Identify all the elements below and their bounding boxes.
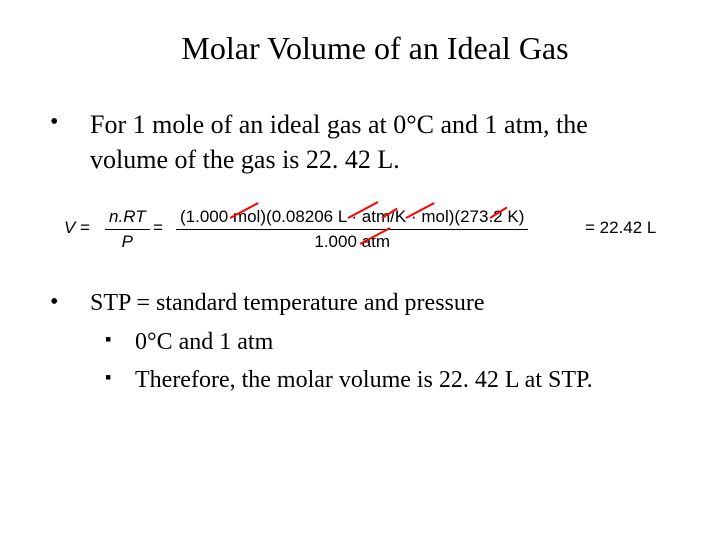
bullet-marker: • <box>50 287 90 318</box>
eq-lhs: V = <box>64 218 90 238</box>
sub-bullet-2-text: Therefore, the molar volume is 22. 42 L … <box>135 364 593 396</box>
equation: V = n.RT P = (1.000 mol)(0.08206 L · atm… <box>50 197 670 257</box>
sub-bullet-marker: ▪ <box>105 326 135 353</box>
bullet-marker: • <box>50 107 90 138</box>
bullet-1-text: For 1 mole of an ideal gas at 0°C and 1 … <box>90 107 670 177</box>
eq-denominator: 1.000 atm <box>176 230 528 252</box>
eq-result: = 22.42 L <box>585 218 656 238</box>
slide-title: Molar Volume of an Ideal Gas <box>80 30 670 67</box>
bullet-2-text: STP = standard temperature and pressure <box>90 287 485 319</box>
sub-bullet-2: ▪ Therefore, the molar volume is 22. 42 … <box>105 364 670 396</box>
eq-p-den: P <box>105 230 150 252</box>
eq-nrt-over-p: n.RT P <box>105 207 150 252</box>
sub-bullet-1-text: 0°C and 1 atm <box>135 326 273 358</box>
eq-equals-2: = <box>153 218 163 238</box>
bullet-1: • For 1 mole of an ideal gas at 0°C and … <box>50 107 670 177</box>
eq-numerator: (1.000 mol)(0.08206 L · atm/K · mol)(273… <box>176 207 528 230</box>
eq-nrt-num: n.RT <box>105 207 150 230</box>
sub-bullet-1: ▪ 0°C and 1 atm <box>105 326 670 358</box>
eq-var-v: V <box>64 218 75 237</box>
eq-equals-1: = <box>75 218 90 237</box>
sub-bullet-marker: ▪ <box>105 364 135 391</box>
bullet-2: • STP = standard temperature and pressur… <box>50 287 670 319</box>
eq-term-moles: (1.000 mol) <box>180 207 266 227</box>
slide: Molar Volume of an Ideal Gas • For 1 mol… <box>0 0 720 426</box>
